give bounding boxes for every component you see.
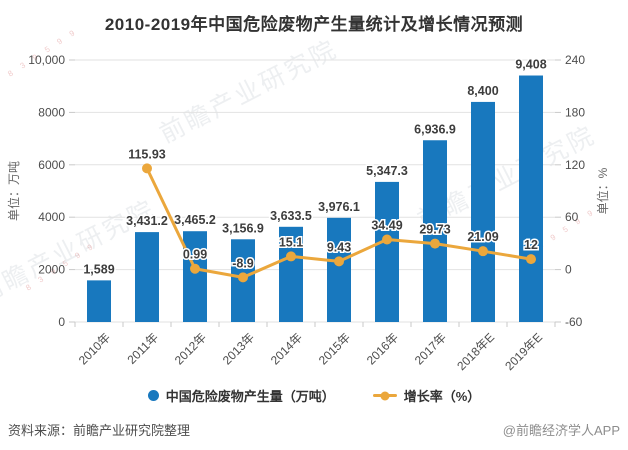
- bar-value-label: 3,156.9: [222, 221, 264, 235]
- x-axis-label-2018年E: 2018年E: [454, 330, 497, 373]
- line-marker-2012年[interactable]: [190, 263, 200, 274]
- bar-value-label: 6,936.9: [414, 122, 456, 136]
- right-axis-tick-label: 180: [565, 105, 585, 119]
- legend: 中国危险废物产生量（万吨） 增长率（%）: [0, 386, 628, 405]
- x-axis-label-2012年: 2012年: [172, 330, 209, 367]
- left-axis-tick-label: 6000: [38, 158, 65, 172]
- legend-bar-marker-icon: [147, 390, 159, 401]
- left-axis-tick-label: 10,000: [28, 53, 65, 67]
- line-marker-2016年[interactable]: [382, 234, 392, 245]
- source-note: 资料来源：前瞻产业研究院整理: [8, 423, 191, 438]
- x-axis-label-2015年: 2015年: [316, 330, 353, 367]
- bar-value-label: 3,465.2: [174, 213, 216, 227]
- line-value-label: 12: [524, 238, 538, 252]
- left-axis-tick-label: 8000: [38, 105, 65, 119]
- right-axis-tick-label: 0: [565, 263, 572, 277]
- x-axis-label-2017年: 2017年: [412, 330, 449, 367]
- bar-value-label: 3,976.1: [318, 200, 360, 214]
- left-axis-tick-label: 0: [58, 315, 65, 329]
- line-marker-2017年[interactable]: [430, 238, 440, 249]
- bar-value-label: 3,633.5: [270, 209, 312, 223]
- bar-value-label: 3,431.2: [126, 214, 168, 228]
- line-marker-2015年[interactable]: [334, 256, 344, 267]
- left-axis-tick-label: 4000: [38, 210, 65, 224]
- legend-item-growth-rate[interactable]: 增长率（%）: [372, 386, 481, 405]
- legend-item-production[interactable]: 中国危险废物产生量（万吨）: [147, 386, 335, 405]
- bar-value-label: 9,408: [515, 58, 546, 72]
- line-value-label: 34.49: [371, 218, 402, 232]
- line-value-label: 29.73: [419, 223, 450, 237]
- bar-2015年[interactable]: [327, 217, 351, 322]
- bar-value-label: 1,589: [83, 262, 114, 276]
- left-axis-tick-label: 2000: [38, 263, 65, 277]
- bar-value-label: 8,400: [467, 84, 498, 98]
- credit-note: @前瞻经济学人APP: [502, 423, 620, 438]
- legend-line-dot-icon: [380, 391, 390, 400]
- bar-2019年E[interactable]: [519, 75, 543, 322]
- right-axis-tick-label: -60: [565, 315, 583, 329]
- x-axis-label-2019年E: 2019年E: [502, 330, 545, 373]
- x-axis-label-2011年: 2011年: [124, 330, 161, 367]
- bar-2018年E[interactable]: [471, 101, 495, 322]
- line-value-label: 15.1: [279, 235, 303, 249]
- legend-line-marker-icon: [372, 391, 397, 400]
- line-marker-2018年E[interactable]: [478, 246, 488, 257]
- line-marker-2013年[interactable]: [238, 272, 248, 283]
- line-value-label: 0.99: [183, 248, 207, 262]
- line-marker-2014年[interactable]: [286, 251, 296, 262]
- right-axis-tick-label: 60: [565, 210, 579, 224]
- x-axis-label-2014年: 2014年: [268, 330, 305, 367]
- bar-2017年[interactable]: [423, 140, 447, 322]
- legend-bar-label: 中国危险废物产生量（万吨）: [165, 389, 335, 404]
- right-axis-tick-label: 120: [565, 158, 585, 172]
- x-axis-label-2013年: 2013年: [220, 330, 257, 367]
- x-axis-label-2016年: 2016年: [364, 330, 401, 367]
- legend-line-label: 增长率（%）: [403, 389, 481, 404]
- bar-2011年[interactable]: [135, 232, 159, 322]
- x-axis-label-2010年: 2010年: [76, 330, 113, 367]
- left-axis-name: 单位：万吨: [6, 161, 21, 221]
- bar-2012年[interactable]: [183, 231, 207, 322]
- chart-title: 2010-2019年中国危险废物产生量统计及增长情况预测: [104, 15, 524, 34]
- line-marker-2019年E[interactable]: [526, 254, 536, 265]
- bar-2010年[interactable]: [87, 280, 111, 322]
- bar-value-label: 5,347.3: [366, 164, 408, 178]
- bar-2014年[interactable]: [279, 226, 303, 322]
- line-marker-2011年[interactable]: [142, 163, 152, 174]
- bar-2016年[interactable]: [375, 181, 399, 322]
- line-value-label: 9.43: [327, 240, 351, 254]
- right-axis-name: 单位：%: [595, 167, 610, 214]
- line-value-label: 21.09: [467, 230, 498, 244]
- right-axis-tick-label: 240: [565, 53, 585, 67]
- line-value-label: 115.93: [128, 147, 166, 161]
- line-value-label: -8.9: [232, 256, 254, 270]
